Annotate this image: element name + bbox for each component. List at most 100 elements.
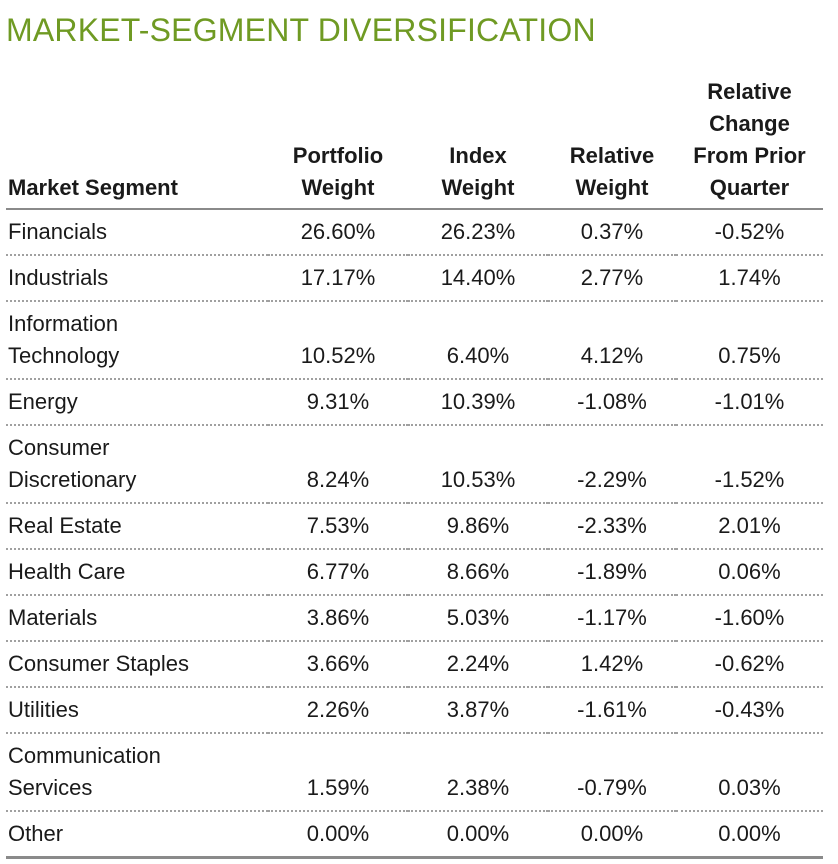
relative-change-cell: 0.75%	[676, 301, 823, 380]
relative-weight-cell: -0.79%	[548, 733, 676, 812]
page-title: MARKET-SEGMENT DIVERSIFICATION	[6, 12, 596, 48]
header-line: Relative	[569, 143, 655, 168]
index-weight-cell: 0.00%	[408, 811, 548, 859]
segment-name: Communication	[8, 743, 161, 768]
relative-weight-cell: 0.00%	[548, 811, 676, 859]
segment-name: Consumer Staples	[8, 651, 189, 676]
header-market-segment: Market Segment	[6, 76, 268, 210]
header-line: Index	[449, 143, 507, 168]
index-weight-cell: 2.24%	[408, 641, 548, 688]
portfolio-weight-cell: 1.59%	[268, 733, 408, 812]
portfolio-weight-cell: 26.60%	[268, 209, 408, 256]
segment-name: Discretionary	[8, 467, 137, 492]
segment-name: Services	[8, 775, 93, 800]
segment-name: Consumer	[8, 435, 110, 460]
header-line: From Prior	[693, 143, 806, 168]
relative-change-cell: -0.43%	[676, 687, 823, 734]
relative-change-cell: 1.74%	[676, 255, 823, 302]
index-weight-cell: 10.53%	[408, 425, 548, 504]
index-weight-cell: 5.03%	[408, 595, 548, 642]
header-line: Quarter	[709, 175, 790, 200]
table-header-row: Market Segment Portfolio Weight Index We…	[6, 76, 823, 210]
segment-cell: Utilities	[6, 687, 268, 734]
relative-weight-cell: -2.29%	[548, 425, 676, 504]
relative-weight-cell: 1.42%	[548, 641, 676, 688]
relative-weight-cell: -1.08%	[548, 379, 676, 426]
table-row: Communication Services 1.59% 2.38% -0.79% 0.0…	[6, 733, 823, 812]
segment-name: Information	[8, 311, 119, 336]
portfolio-weight-cell: 8.24%	[268, 425, 408, 504]
portfolio-weight-cell: 17.17%	[268, 255, 408, 302]
header-line: Weight	[575, 175, 649, 200]
segment-cell: Industrials	[6, 255, 268, 302]
table-row: Utilities 2.26% 3.87% -1.61% -0.43%	[6, 687, 823, 734]
relative-weight-cell: 0.37%	[548, 209, 676, 256]
header-portfolio-weight: Portfolio Weight	[268, 76, 408, 210]
segment-name: Materials	[8, 605, 98, 630]
index-weight-cell: 10.39%	[408, 379, 548, 426]
segment-name: Health Care	[8, 559, 126, 584]
segment-name: Other	[8, 821, 64, 846]
relative-weight-cell: -1.89%	[548, 549, 676, 596]
table-row: Consumer Staples 3.66% 2.24% 1.42% -0.62%	[6, 641, 823, 688]
segment-name: Utilities	[8, 697, 79, 722]
index-weight-cell: 9.86%	[408, 503, 548, 550]
index-weight-cell: 3.87%	[408, 687, 548, 734]
relative-change-cell: 0.06%	[676, 549, 823, 596]
portfolio-weight-cell: 3.86%	[268, 595, 408, 642]
header-line: Change	[709, 111, 790, 136]
table-row: Real Estate 7.53% 9.86% -2.33% 2.01%	[6, 503, 823, 550]
segment-name: Energy	[8, 389, 78, 414]
segment-cell: Health Care	[6, 549, 268, 596]
segment-cell: Consumer Staples	[6, 641, 268, 688]
segment-name: Financials	[8, 219, 108, 244]
relative-change-cell: -1.01%	[676, 379, 823, 426]
relative-change-cell: -1.52%	[676, 425, 823, 504]
relative-change-cell: -0.62%	[676, 641, 823, 688]
relative-weight-cell: -2.33%	[548, 503, 676, 550]
header-line: Relative	[707, 79, 792, 104]
table-row: Consumer Discretionary 8.24% 10.53% -2.29% -1…	[6, 425, 823, 504]
header-relative-change: Relative Change From Prior Quarter	[676, 76, 823, 210]
portfolio-weight-cell: 7.53%	[268, 503, 408, 550]
relative-weight-cell: 4.12%	[548, 301, 676, 380]
portfolio-weight-cell: 6.77%	[268, 549, 408, 596]
segment-cell: Financials	[6, 209, 268, 256]
relative-change-cell: -1.60%	[676, 595, 823, 642]
segment-cell: Other	[6, 811, 268, 859]
segment-cell: Materials	[6, 595, 268, 642]
relative-change-cell: -0.52%	[676, 209, 823, 256]
segment-name: Technology	[8, 343, 120, 368]
index-weight-cell: 8.66%	[408, 549, 548, 596]
portfolio-weight-cell: 9.31%	[268, 379, 408, 426]
relative-weight-cell: -1.17%	[548, 595, 676, 642]
relative-change-cell: 2.01%	[676, 503, 823, 550]
segment-cell: Communication Services	[6, 733, 268, 812]
market-segment-table: Market Segment Portfolio Weight Index We…	[6, 76, 823, 859]
segment-name: Real Estate	[8, 513, 122, 538]
relative-weight-cell: 2.77%	[548, 255, 676, 302]
header-line: Market Segment	[8, 175, 178, 200]
table-row: Financials 26.60% 26.23% 0.37% -0.52%	[6, 209, 823, 256]
index-weight-cell: 26.23%	[408, 209, 548, 256]
table-row: Information Technology 10.52% 6.40% 4.12% 0.7…	[6, 301, 823, 380]
relative-change-cell: 0.03%	[676, 733, 823, 812]
segment-name: Industrials	[8, 265, 109, 290]
table-row: Materials 3.86% 5.03% -1.17% -1.60%	[6, 595, 823, 642]
segment-cell: Energy	[6, 379, 268, 426]
table-row: Health Care 6.77% 8.66% -1.89% 0.06%	[6, 549, 823, 596]
portfolio-weight-cell: 2.26%	[268, 687, 408, 734]
header-line: Weight	[301, 175, 375, 200]
portfolio-weight-cell: 3.66%	[268, 641, 408, 688]
relative-weight-cell: -1.61%	[548, 687, 676, 734]
index-weight-cell: 6.40%	[408, 301, 548, 380]
header-index-weight: Index Weight	[408, 76, 548, 210]
index-weight-cell: 14.40%	[408, 255, 548, 302]
index-weight-cell: 2.38%	[408, 733, 548, 812]
table-row: Energy 9.31% 10.39% -1.08% -1.01%	[6, 379, 823, 426]
relative-change-cell: 0.00%	[676, 811, 823, 859]
header-line: Portfolio	[292, 143, 384, 168]
segment-cell: Information Technology	[6, 301, 268, 380]
table-row: Other 0.00% 0.00% 0.00% 0.00%	[6, 811, 823, 859]
header-line: Weight	[441, 175, 515, 200]
